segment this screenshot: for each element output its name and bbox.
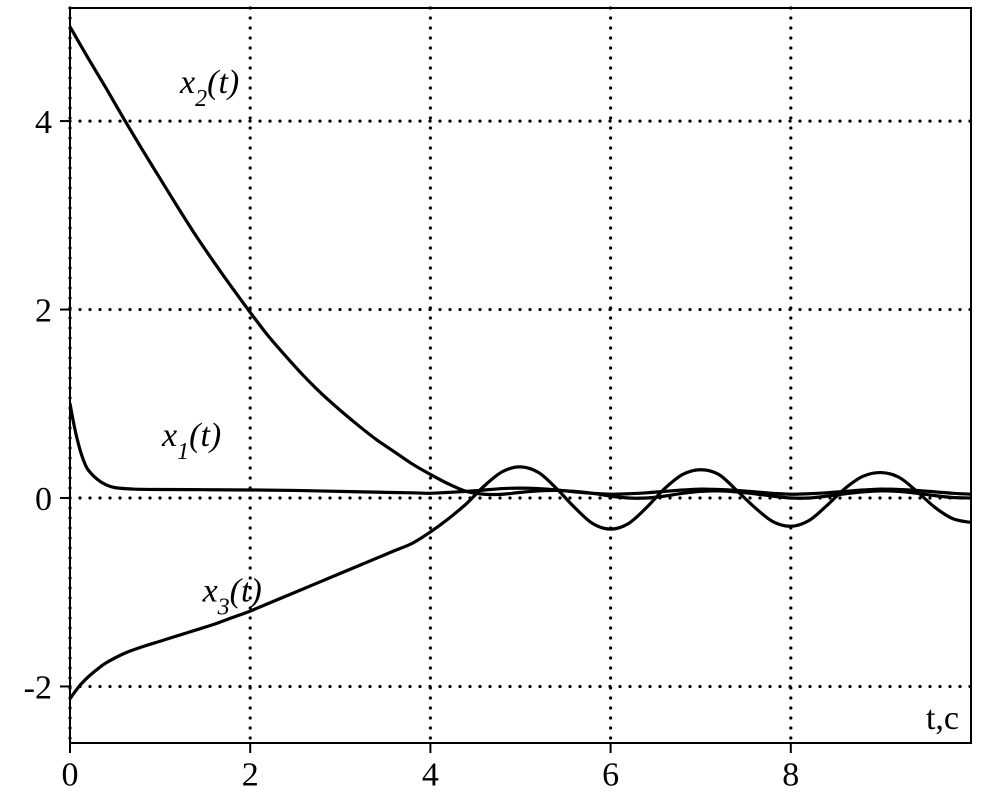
x-tick-label: 4 [422, 756, 439, 793]
x-tick-label: 8 [782, 756, 799, 793]
x-tick-label: 2 [242, 756, 259, 793]
x-tick-label: 0 [62, 756, 79, 793]
y-tick-label: 0 [35, 481, 52, 518]
x-tick-label: 6 [602, 756, 619, 793]
y-tick-label: -2 [24, 669, 52, 706]
y-tick-label: 2 [35, 292, 52, 329]
x-axis-label: t,c [926, 700, 959, 737]
y-tick-label: 4 [35, 104, 52, 141]
time-series-chart: 02468-2024t,cx1(t)x2(t)x3(t) [0, 0, 981, 803]
